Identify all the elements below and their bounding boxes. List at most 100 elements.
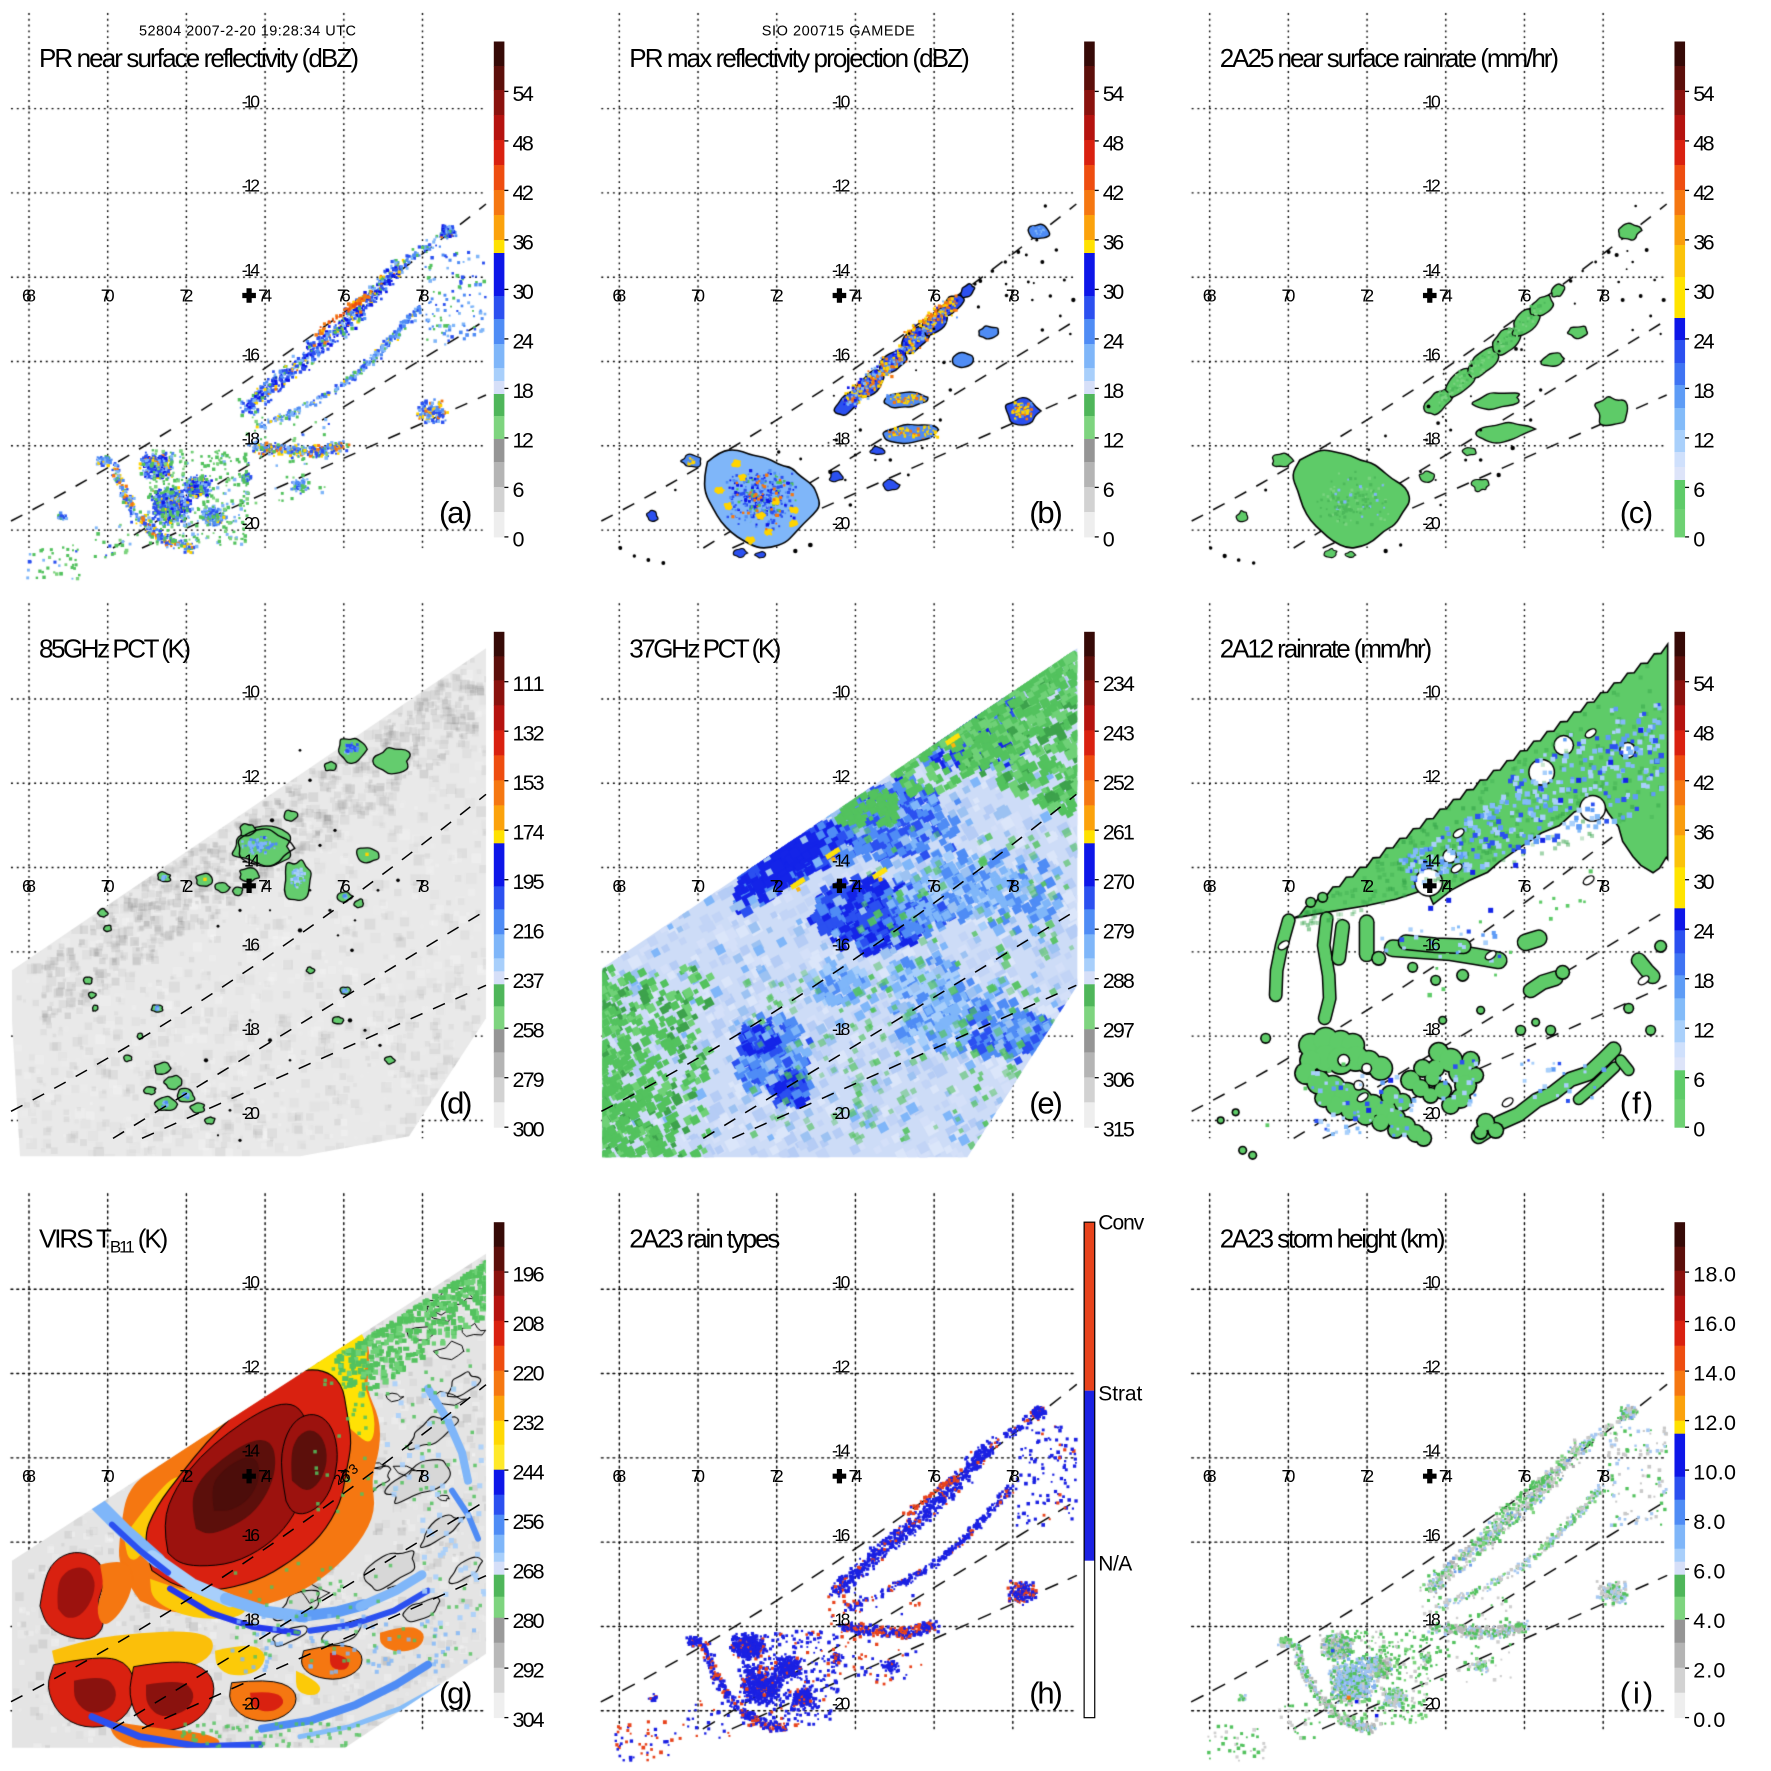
svg-text:-14: -14: [242, 1441, 261, 1461]
svg-text:48: 48: [513, 131, 534, 155]
svg-text:4.0: 4.0: [1693, 1609, 1725, 1633]
svg-text:-16: -16: [242, 344, 260, 364]
svg-text:74: 74: [1439, 1466, 1453, 1486]
svg-text:PR max reflectivity projection: PR max reflectivity projection (dBZ): [629, 43, 970, 73]
svg-text:PR near surface reflectivity (: PR near surface reflectivity (dBZ): [39, 43, 359, 73]
svg-text:-20: -20: [832, 513, 851, 533]
svg-text:74: 74: [848, 1466, 862, 1486]
svg-text:243: 243: [1103, 722, 1135, 746]
svg-text:-14: -14: [832, 1441, 851, 1461]
svg-text:6: 6: [1693, 1068, 1705, 1092]
svg-text:174: 174: [513, 821, 545, 845]
svg-text:76: 76: [337, 1466, 351, 1486]
svg-text:306: 306: [1103, 1068, 1135, 1092]
svg-text:2.0: 2.0: [1693, 1659, 1725, 1683]
svg-text:74: 74: [848, 876, 862, 896]
svg-text:(e): (e): [1029, 1085, 1063, 1120]
svg-text:-16: -16: [242, 935, 260, 955]
svg-text:72: 72: [1360, 286, 1374, 306]
svg-text:258: 258: [513, 1019, 545, 1043]
svg-text:261: 261: [1103, 821, 1135, 845]
svg-text:0: 0: [1693, 527, 1705, 551]
svg-text:VIRS TB11 (K): VIRS TB11 (K): [39, 1224, 168, 1257]
svg-text:-20: -20: [1422, 513, 1441, 533]
svg-text:54: 54: [1103, 82, 1124, 106]
svg-text:(h): (h): [1029, 1676, 1063, 1711]
svg-text:-12: -12: [1422, 1356, 1440, 1376]
svg-text:70: 70: [101, 1466, 115, 1486]
svg-text:-10: -10: [1422, 91, 1441, 111]
svg-text:78: 78: [416, 876, 430, 896]
svg-text:-16: -16: [1422, 935, 1440, 955]
svg-text:-14: -14: [832, 850, 851, 870]
svg-text:0: 0: [513, 527, 525, 551]
svg-text:76: 76: [337, 876, 351, 896]
svg-text:-14: -14: [242, 260, 261, 280]
svg-text:12: 12: [1693, 428, 1714, 452]
svg-text:68: 68: [1203, 1466, 1217, 1486]
svg-text:-10: -10: [832, 91, 851, 111]
svg-text:-16: -16: [832, 935, 850, 955]
svg-text:8.0: 8.0: [1693, 1510, 1725, 1534]
svg-text:42: 42: [1693, 181, 1714, 205]
svg-text:30: 30: [1693, 280, 1714, 304]
svg-text:10.0: 10.0: [1693, 1461, 1736, 1485]
svg-text:37GHz PCT (K): 37GHz PCT (K): [629, 633, 781, 663]
svg-text:68: 68: [1203, 286, 1217, 306]
svg-text:42: 42: [1693, 771, 1714, 795]
svg-text:-20: -20: [832, 1694, 851, 1714]
svg-text:78: 78: [1006, 1466, 1020, 1486]
svg-text:74: 74: [1439, 876, 1453, 896]
svg-text:208: 208: [513, 1312, 545, 1336]
svg-text:76: 76: [1518, 876, 1532, 896]
svg-text:78: 78: [1006, 876, 1020, 896]
svg-text:252: 252: [1103, 771, 1135, 795]
svg-text:70: 70: [691, 876, 705, 896]
svg-text:279: 279: [1103, 920, 1135, 944]
svg-text:16.0: 16.0: [1693, 1312, 1736, 1336]
svg-text:68: 68: [22, 876, 36, 896]
svg-text:N/A: N/A: [1098, 1553, 1132, 1576]
svg-text:74: 74: [848, 286, 862, 306]
svg-text:-18: -18: [1422, 429, 1440, 449]
svg-text:(a): (a): [439, 495, 473, 530]
svg-text:48: 48: [1693, 131, 1714, 155]
svg-text:-18: -18: [242, 1019, 260, 1039]
svg-text:68: 68: [612, 1466, 626, 1486]
svg-text:-18: -18: [832, 1609, 850, 1629]
svg-text:-10: -10: [1422, 1272, 1441, 1292]
svg-text:52804 2007-2-20 19:28:34 UTC: 52804 2007-2-20 19:28:34 UTC: [139, 24, 356, 40]
svg-text:68: 68: [612, 876, 626, 896]
svg-text:76: 76: [927, 286, 941, 306]
svg-text:48: 48: [1103, 131, 1124, 155]
svg-text:-16: -16: [832, 1525, 850, 1545]
svg-text:-18: -18: [832, 429, 850, 449]
svg-text:-10: -10: [242, 91, 261, 111]
svg-text:78: 78: [416, 286, 430, 306]
svg-text:279: 279: [513, 1068, 545, 1092]
svg-text:70: 70: [691, 286, 705, 306]
svg-text:68: 68: [1203, 876, 1217, 896]
svg-text:SIO 200715 GAMEDE: SIO 200715 GAMEDE: [762, 24, 915, 40]
svg-text:36: 36: [1693, 230, 1714, 254]
svg-text:76: 76: [927, 876, 941, 896]
svg-text:6: 6: [1693, 478, 1705, 502]
svg-text:256: 256: [513, 1510, 545, 1534]
svg-text:42: 42: [1103, 181, 1124, 205]
svg-text:6: 6: [1103, 478, 1115, 502]
svg-text:12.0: 12.0: [1693, 1411, 1736, 1435]
svg-text:72: 72: [770, 876, 784, 896]
svg-text:-16: -16: [1422, 1525, 1440, 1545]
svg-text:-20: -20: [1422, 1694, 1441, 1714]
svg-text:72: 72: [1360, 876, 1374, 896]
svg-text:30: 30: [1103, 280, 1124, 304]
svg-text:304: 304: [513, 1708, 545, 1732]
svg-text:2A25 near surface rainrate (mm: 2A25 near surface rainrate (mm/hr): [1220, 43, 1559, 73]
svg-text:48: 48: [1693, 722, 1714, 746]
svg-text:196: 196: [513, 1263, 545, 1287]
svg-text:268: 268: [513, 1560, 545, 1584]
svg-text:36: 36: [1693, 821, 1714, 845]
svg-text:72: 72: [179, 876, 193, 896]
svg-text:72: 72: [770, 286, 784, 306]
svg-text:(i): (i): [1620, 1676, 1654, 1711]
